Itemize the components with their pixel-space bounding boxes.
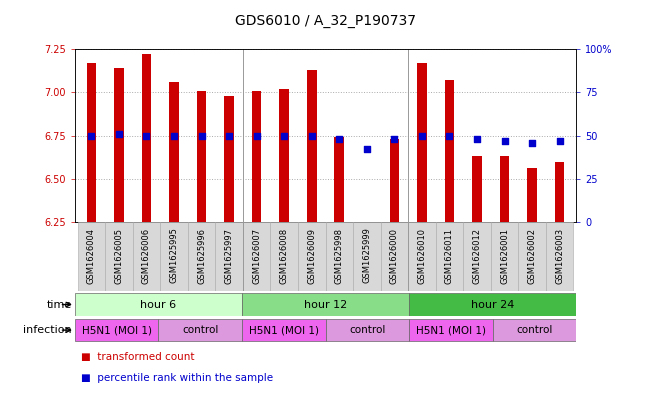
FancyBboxPatch shape <box>546 222 574 291</box>
Text: GSM1626000: GSM1626000 <box>390 228 399 283</box>
FancyBboxPatch shape <box>75 319 158 342</box>
FancyBboxPatch shape <box>493 319 576 342</box>
Text: GSM1626009: GSM1626009 <box>307 228 316 283</box>
Bar <box>445 80 454 222</box>
FancyBboxPatch shape <box>464 222 491 291</box>
Bar <box>197 91 206 222</box>
Bar <box>142 54 151 222</box>
Point <box>224 132 234 139</box>
FancyBboxPatch shape <box>381 222 408 291</box>
FancyBboxPatch shape <box>436 222 464 291</box>
Text: GSM1626006: GSM1626006 <box>142 228 151 284</box>
Point <box>307 132 317 139</box>
Point <box>279 132 290 139</box>
FancyBboxPatch shape <box>270 222 298 291</box>
Text: control: control <box>516 325 553 335</box>
FancyBboxPatch shape <box>215 222 243 291</box>
Text: GSM1626007: GSM1626007 <box>252 228 261 284</box>
FancyBboxPatch shape <box>243 222 270 291</box>
Text: H5N1 (MOI 1): H5N1 (MOI 1) <box>416 325 486 335</box>
FancyBboxPatch shape <box>353 222 381 291</box>
Text: ■  percentile rank within the sample: ■ percentile rank within the sample <box>81 373 273 383</box>
FancyBboxPatch shape <box>409 293 576 316</box>
FancyBboxPatch shape <box>518 222 546 291</box>
FancyBboxPatch shape <box>242 319 326 342</box>
FancyBboxPatch shape <box>326 222 353 291</box>
Point <box>114 131 124 137</box>
FancyBboxPatch shape <box>298 222 326 291</box>
Point <box>527 140 537 146</box>
Text: H5N1 (MOI 1): H5N1 (MOI 1) <box>249 325 319 335</box>
Bar <box>169 82 179 222</box>
Text: GSM1625996: GSM1625996 <box>197 228 206 283</box>
Point <box>86 132 96 139</box>
Bar <box>555 162 564 222</box>
FancyBboxPatch shape <box>105 222 133 291</box>
Text: GSM1625999: GSM1625999 <box>363 228 371 283</box>
Text: GSM1625998: GSM1625998 <box>335 228 344 283</box>
FancyBboxPatch shape <box>75 293 242 316</box>
Bar <box>252 91 262 222</box>
Bar <box>389 139 399 222</box>
Text: hour 24: hour 24 <box>471 299 514 310</box>
Point <box>389 136 400 142</box>
Text: GSM1626012: GSM1626012 <box>473 228 482 283</box>
FancyBboxPatch shape <box>491 222 518 291</box>
Text: control: control <box>349 325 385 335</box>
Text: GSM1626008: GSM1626008 <box>280 228 288 284</box>
Point <box>141 132 152 139</box>
Point <box>555 138 565 144</box>
FancyBboxPatch shape <box>326 319 409 342</box>
Text: GSM1626005: GSM1626005 <box>115 228 124 283</box>
Point <box>417 132 427 139</box>
Bar <box>307 70 316 222</box>
Text: hour 12: hour 12 <box>304 299 347 310</box>
Text: GSM1626011: GSM1626011 <box>445 228 454 283</box>
Text: GSM1626010: GSM1626010 <box>417 228 426 283</box>
Bar <box>279 89 289 222</box>
FancyBboxPatch shape <box>187 222 215 291</box>
Text: GSM1626001: GSM1626001 <box>500 228 509 283</box>
Text: H5N1 (MOI 1): H5N1 (MOI 1) <box>81 325 152 335</box>
Point <box>334 136 344 142</box>
Bar <box>114 68 124 222</box>
Bar <box>335 137 344 222</box>
Text: GDS6010 / A_32_P190737: GDS6010 / A_32_P190737 <box>235 14 416 28</box>
Text: GSM1626002: GSM1626002 <box>527 228 536 283</box>
FancyBboxPatch shape <box>408 222 436 291</box>
Point <box>499 138 510 144</box>
Bar <box>527 169 537 222</box>
Point <box>361 146 372 152</box>
Bar <box>225 96 234 222</box>
FancyBboxPatch shape <box>160 222 187 291</box>
FancyBboxPatch shape <box>242 293 409 316</box>
FancyBboxPatch shape <box>77 222 105 291</box>
Text: GSM1626004: GSM1626004 <box>87 228 96 283</box>
Text: GSM1625997: GSM1625997 <box>225 228 234 283</box>
FancyBboxPatch shape <box>158 319 242 342</box>
Bar <box>472 156 482 222</box>
Point <box>197 132 207 139</box>
Text: GSM1625995: GSM1625995 <box>169 228 178 283</box>
FancyBboxPatch shape <box>133 222 160 291</box>
Bar <box>417 63 426 222</box>
Text: ■  transformed count: ■ transformed count <box>81 352 195 362</box>
Text: GSM1626003: GSM1626003 <box>555 228 564 284</box>
Point <box>444 132 454 139</box>
Bar <box>500 156 509 222</box>
Text: control: control <box>182 325 218 335</box>
Text: hour 6: hour 6 <box>141 299 176 310</box>
Point <box>251 132 262 139</box>
Text: infection: infection <box>23 325 72 335</box>
Point <box>472 136 482 142</box>
Bar <box>87 63 96 222</box>
FancyBboxPatch shape <box>409 319 493 342</box>
Point <box>169 132 179 139</box>
Text: time: time <box>46 299 72 310</box>
